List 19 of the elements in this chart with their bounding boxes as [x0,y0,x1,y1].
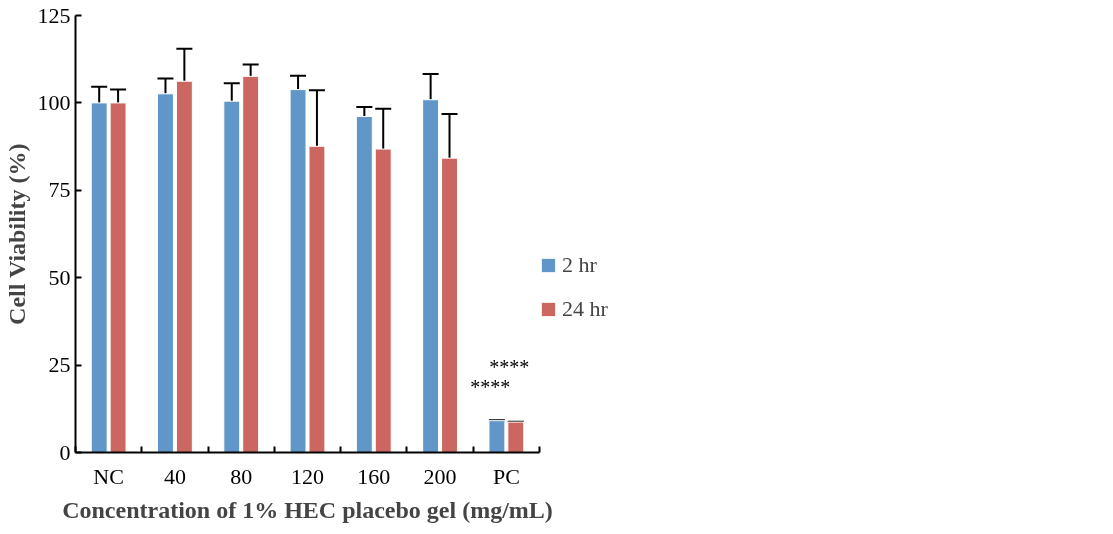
x-tick-label: 160 [357,463,391,489]
x-tick-label: 80 [230,463,253,489]
x-tick-label: NC [93,463,124,489]
y-axis-title: Cell Viability (%) [3,143,30,325]
y-tick-label: 75 [48,177,71,203]
x-tick-label: 120 [291,463,324,489]
annotation: **** [470,376,511,399]
y-tick-label: 100 [37,89,71,115]
x-axis-title: Concentration of 1% HEC placebo gel (mg/mL) [62,496,553,523]
y-tick-label: 125 [37,2,71,28]
legend-label: 2 hr [562,252,597,278]
x-tick-label: 40 [163,463,186,489]
y-tick-label: 25 [48,352,71,378]
y-tick-label: 0 [59,439,71,465]
legend-label: 24 hr [562,296,608,322]
y-tick-label: 50 [48,264,71,290]
x-tick-label: PC [492,463,520,489]
annotation: **** [489,355,530,378]
x-tick-label: 200 [423,463,457,489]
